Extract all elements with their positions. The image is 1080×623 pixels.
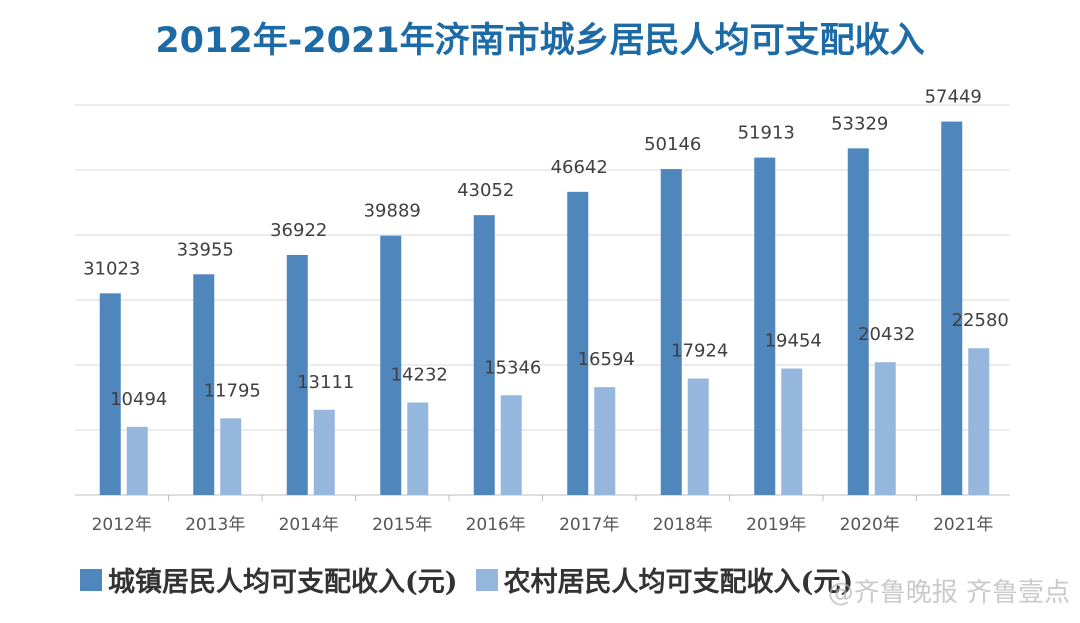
data-label: 36922 — [270, 220, 327, 241]
data-label: 53329 — [831, 113, 888, 134]
x-tick-label: 2019年 — [746, 515, 806, 535]
bar — [286, 255, 308, 495]
bar — [126, 426, 148, 495]
x-tick-label: 2018年 — [653, 515, 713, 535]
x-tick-label: 2015年 — [372, 515, 432, 535]
bar — [313, 409, 335, 495]
x-tick-label: 2012年 — [92, 515, 152, 535]
bar — [847, 148, 869, 495]
data-label: 15346 — [484, 357, 541, 378]
legend: 城镇居民人均可支配收入(元) 农村居民人均可支配收入(元) — [80, 560, 853, 599]
bar — [754, 157, 776, 496]
x-tick-label: 2021年 — [933, 515, 993, 535]
legend-swatch-urban — [80, 568, 102, 591]
data-label: 13111 — [297, 372, 354, 393]
data-label: 33955 — [177, 239, 234, 260]
legend-swatch-rural — [475, 568, 498, 591]
bar — [473, 215, 495, 496]
chart-title: 2012年-2021年济南市城乡居民人均可支配收入 — [155, 21, 925, 61]
bar — [220, 418, 242, 495]
bar — [567, 191, 589, 495]
bar — [380, 235, 402, 495]
x-tick-label: 2014年 — [279, 515, 339, 535]
bar — [594, 387, 616, 495]
data-label: 22580 — [952, 310, 1009, 331]
data-label: 50146 — [644, 134, 701, 155]
bar — [660, 169, 682, 495]
data-label: 57449 — [925, 87, 982, 108]
data-label: 43052 — [457, 180, 514, 201]
x-tick-label: 2013年 — [185, 515, 245, 535]
x-tick-label: 2020年 — [840, 515, 900, 535]
data-label: 51913 — [738, 123, 795, 144]
bar — [687, 378, 709, 495]
bar — [500, 395, 522, 495]
data-label: 10494 — [110, 389, 167, 410]
x-tick-label: 2017年 — [559, 515, 619, 535]
bar — [941, 121, 963, 496]
bar — [99, 293, 121, 495]
bar — [193, 274, 215, 495]
bar — [968, 348, 990, 495]
data-label: 14232 — [391, 364, 448, 385]
data-label: 39889 — [364, 201, 421, 222]
bar — [874, 362, 896, 495]
watermark: @齐鲁晚报 齐鲁壹点 — [827, 578, 1070, 608]
bar — [781, 368, 803, 495]
data-label: 31023 — [83, 258, 140, 279]
data-label: 19454 — [765, 331, 822, 352]
data-label: 11795 — [204, 380, 261, 401]
data-label: 46642 — [551, 157, 608, 178]
data-label: 20432 — [858, 324, 915, 345]
legend-label-rural: 农村居民人均可支配收入(元) — [503, 567, 854, 598]
bar — [407, 402, 429, 495]
x-tick-label: 2016年 — [466, 515, 526, 535]
legend-label-urban: 城镇居民人均可支配收入(元) — [108, 567, 458, 598]
data-label: 17924 — [671, 340, 728, 361]
data-label: 16594 — [578, 349, 635, 370]
